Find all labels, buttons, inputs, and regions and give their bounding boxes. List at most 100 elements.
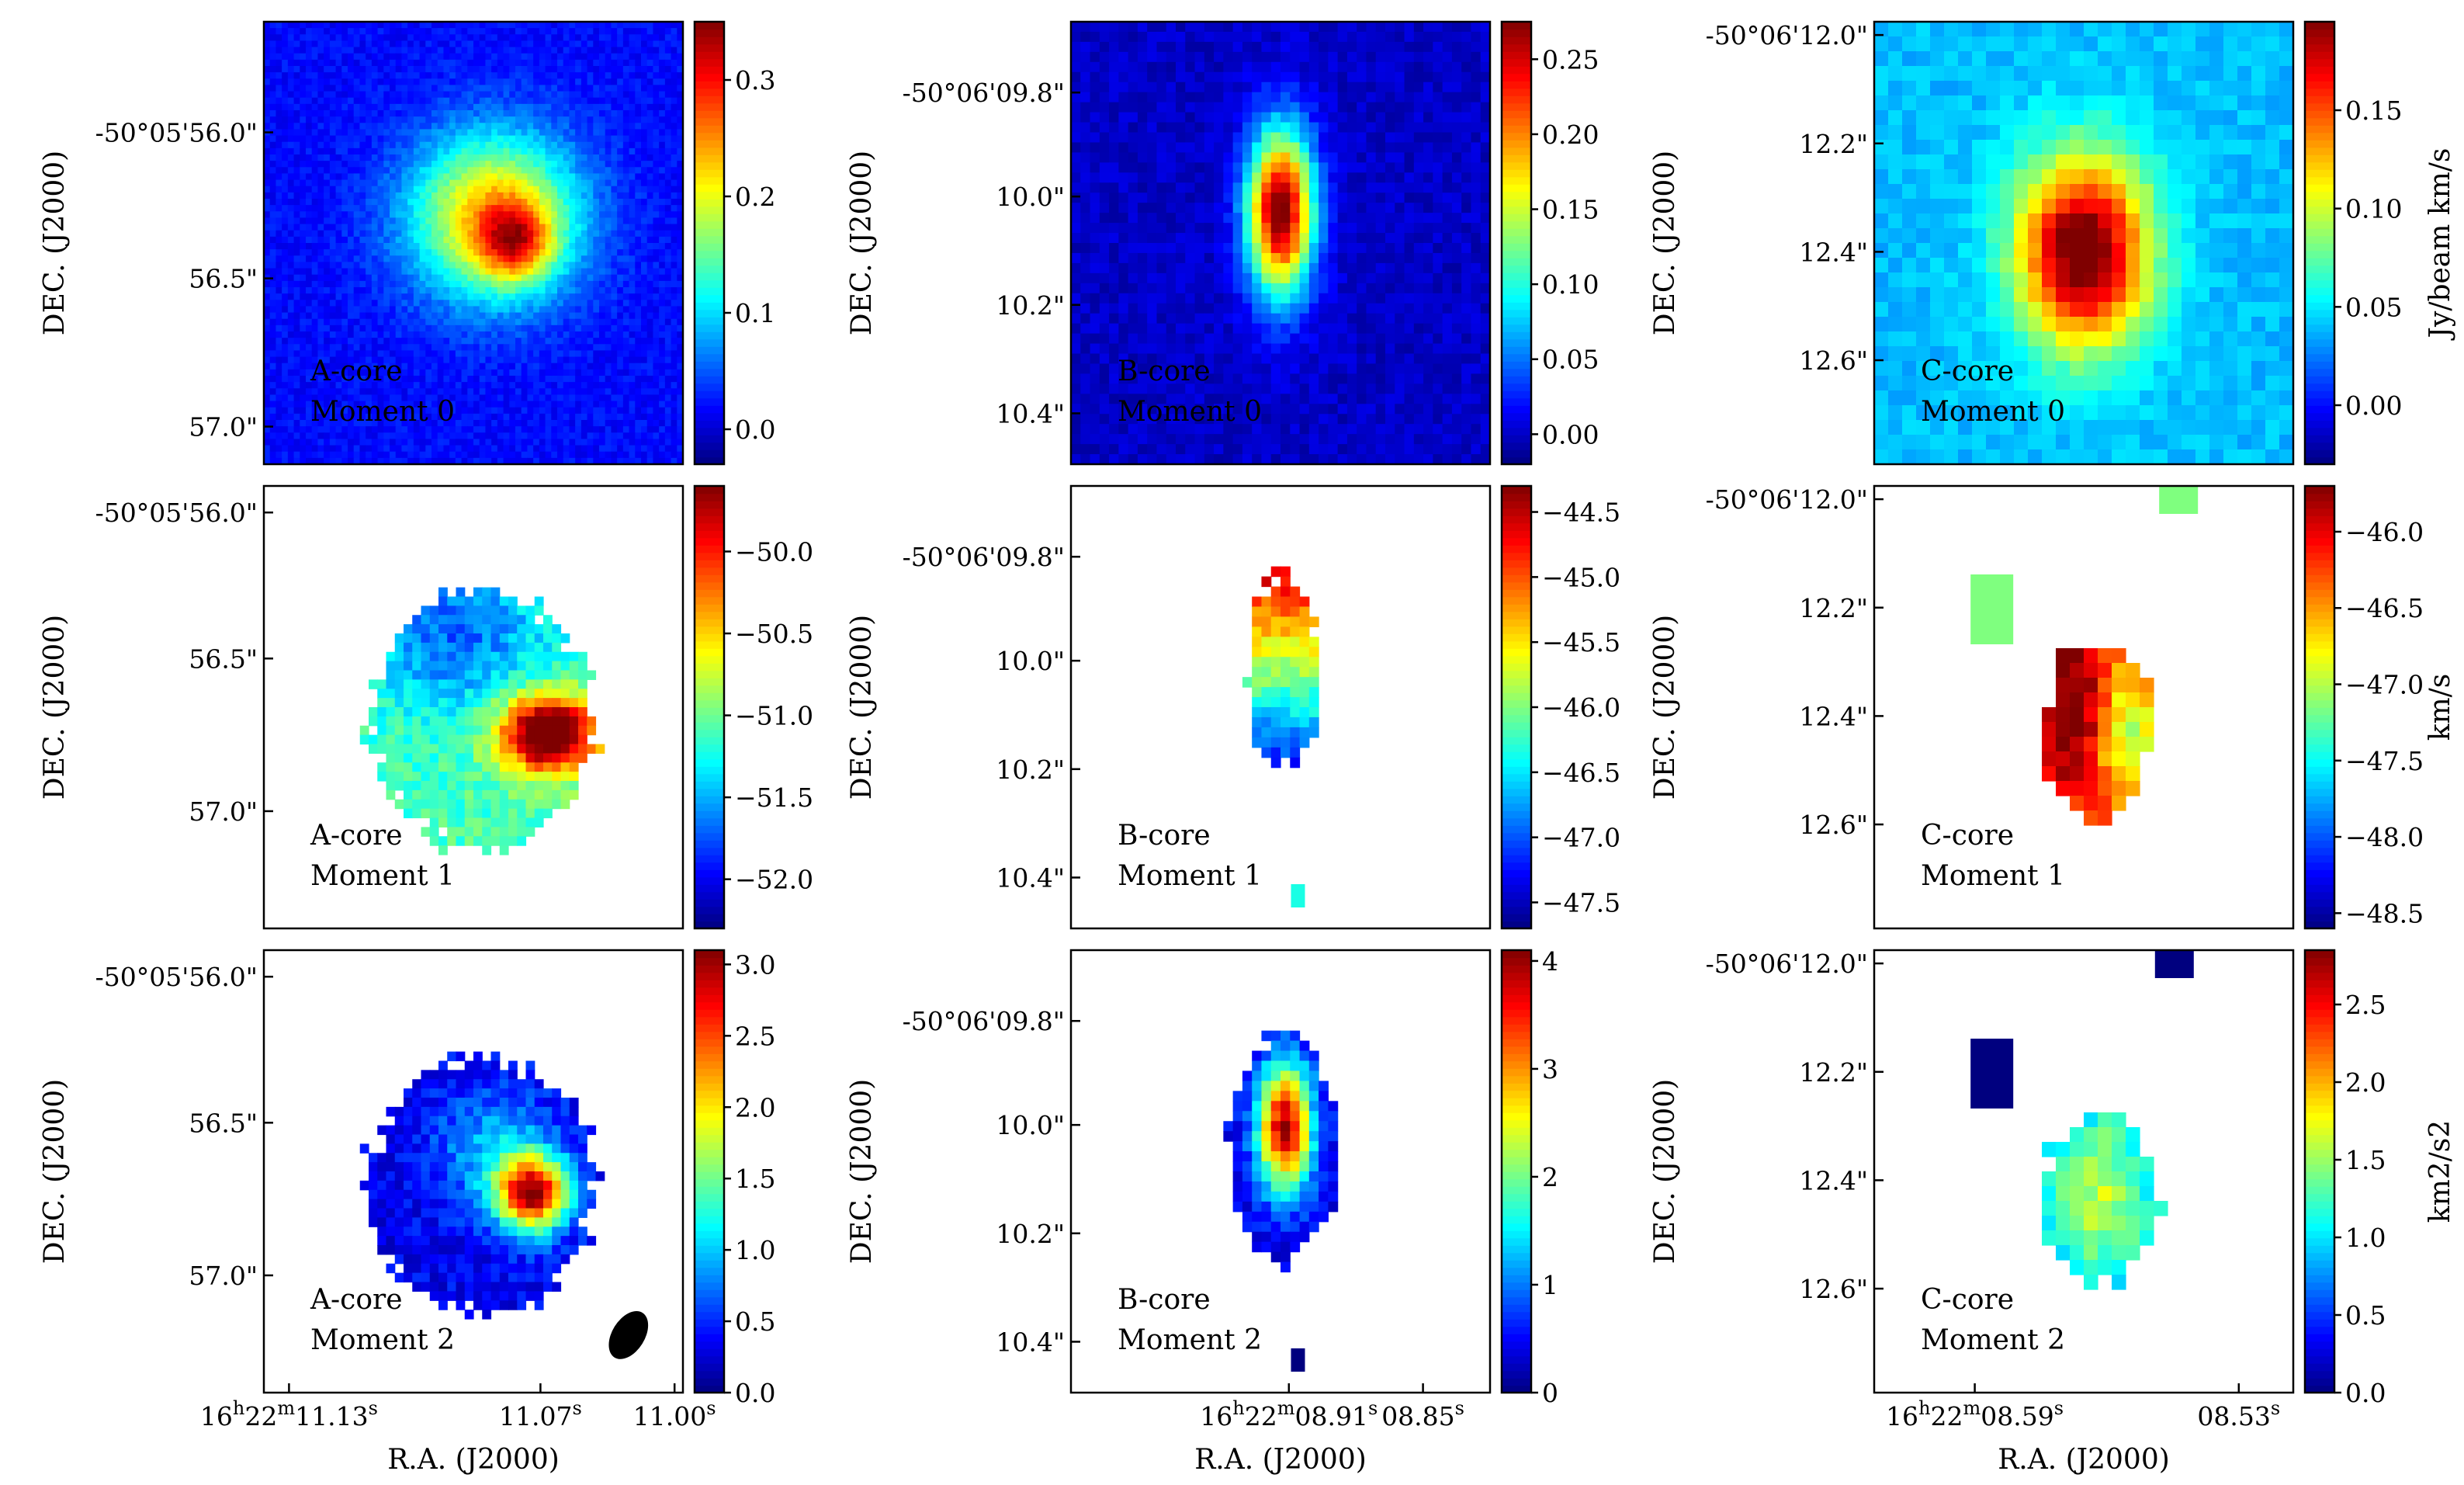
- pixel: [329, 432, 337, 440]
- pixel: [317, 173, 324, 181]
- pixel: [287, 53, 295, 61]
- pixel: [455, 287, 463, 294]
- pixel: [276, 123, 282, 130]
- pixel: [646, 147, 654, 155]
- pixel: [515, 211, 522, 219]
- pixel: [287, 179, 295, 187]
- pixel: [401, 205, 408, 212]
- colorbar-segment: [695, 117, 724, 126]
- pixel: [515, 129, 522, 137]
- pixel: [269, 167, 277, 175]
- pixel: [677, 407, 684, 415]
- pixel: [646, 300, 654, 307]
- pixel: [449, 300, 456, 307]
- pixel: [521, 179, 528, 187]
- pixel: [348, 211, 355, 219]
- pixel: [371, 22, 379, 29]
- pixel: [491, 376, 498, 383]
- pixel: [419, 420, 426, 427]
- pixel: [455, 363, 463, 370]
- pixel: [479, 192, 487, 200]
- pixel: [593, 224, 600, 231]
- pixel: [390, 123, 397, 130]
- pixel: [473, 135, 480, 143]
- pixel: [622, 91, 630, 99]
- pixel: [377, 413, 384, 421]
- pixel: [515, 66, 522, 73]
- pixel: [437, 287, 445, 294]
- pixel: [348, 97, 355, 105]
- pixel: [407, 280, 414, 288]
- pixel: [317, 451, 324, 459]
- pixel: [473, 34, 480, 42]
- pixel: [677, 369, 684, 376]
- pixel: [341, 123, 348, 130]
- pixel: [407, 344, 414, 352]
- pixel: [413, 217, 421, 225]
- pixel: [545, 324, 552, 332]
- pixel: [366, 34, 373, 42]
- pixel: [527, 66, 534, 73]
- pixel: [407, 28, 414, 35]
- pixel: [264, 217, 271, 225]
- pixel: [395, 426, 403, 433]
- pixel: [671, 141, 678, 149]
- pixel: [407, 123, 414, 130]
- pixel: [605, 40, 612, 48]
- pixel: [359, 123, 366, 130]
- pixel: [611, 186, 618, 193]
- pixel: [395, 407, 403, 415]
- pixel: [401, 217, 408, 225]
- pixel: [664, 324, 672, 332]
- pixel: [431, 224, 438, 231]
- pixel: [629, 103, 636, 111]
- pixel: [587, 376, 594, 383]
- pixel: [479, 161, 487, 168]
- pixel: [599, 401, 606, 408]
- pixel: [359, 439, 366, 446]
- pixel: [653, 338, 660, 345]
- pixel: [473, 280, 480, 288]
- pixel: [497, 338, 504, 345]
- pixel: [587, 262, 594, 269]
- pixel: [646, 413, 654, 421]
- pixel: [557, 205, 564, 212]
- pixel: [497, 179, 504, 187]
- pixel: [617, 318, 624, 326]
- pixel: [580, 243, 588, 250]
- pixel: [341, 78, 348, 86]
- pixel: [455, 161, 463, 168]
- pixel: [366, 110, 373, 117]
- pixel: [431, 103, 438, 111]
- pixel: [335, 97, 342, 105]
- pixel: [545, 173, 552, 181]
- pixel: [677, 287, 684, 294]
- pixel: [509, 439, 516, 446]
- pixel: [551, 192, 558, 200]
- pixel: [497, 274, 504, 282]
- pixel: [677, 154, 684, 161]
- pixel: [300, 331, 307, 338]
- pixel: [467, 445, 474, 453]
- pixel: [282, 123, 289, 130]
- pixel: [449, 324, 456, 332]
- pixel: [413, 91, 421, 99]
- pixel: [329, 287, 337, 294]
- pixel: [317, 34, 324, 42]
- pixel: [641, 53, 648, 61]
- pixel: [659, 287, 666, 294]
- pixel: [635, 47, 642, 54]
- pixel: [353, 47, 361, 54]
- pixel: [276, 53, 282, 61]
- pixel: [593, 147, 600, 155]
- pixel: [455, 97, 463, 105]
- pixel: [664, 420, 672, 427]
- pixel: [395, 243, 403, 250]
- pixel: [569, 445, 576, 453]
- pixel: [377, 338, 384, 345]
- pixel: [599, 129, 606, 137]
- pixel: [306, 85, 313, 92]
- pixel: [395, 413, 403, 421]
- pixel: [437, 331, 445, 338]
- pixel: [527, 72, 534, 79]
